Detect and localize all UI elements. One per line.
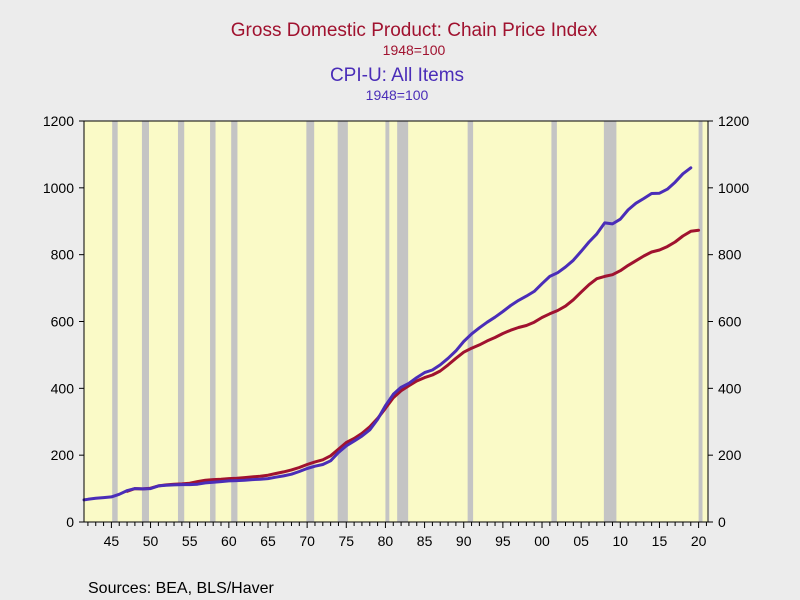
- x-tick-label: 80: [378, 533, 394, 549]
- recession-band: [337, 121, 348, 522]
- x-tick-label: 75: [338, 533, 354, 549]
- y-tick-label-right: 600: [718, 314, 742, 330]
- recession-band: [141, 121, 149, 522]
- x-tick-label: 95: [495, 533, 511, 549]
- recession-bands: [112, 121, 703, 522]
- chart-subtitle-base: 1948=100: [366, 87, 429, 103]
- chart-title: Gross Domestic Product: Chain Price Inde…: [231, 20, 598, 41]
- x-tick-label: 60: [221, 533, 237, 549]
- recession-band: [698, 121, 703, 522]
- chart-title-base: 1948=100: [383, 42, 446, 58]
- x-tick-label: 65: [260, 533, 276, 549]
- y-tick-label-left: 1200: [43, 113, 74, 129]
- y-tick-label-left: 800: [51, 247, 75, 263]
- gdp-price-index-line: [125, 228, 701, 493]
- recession-band: [603, 121, 617, 522]
- y-tick-label-right: 1000: [718, 180, 749, 196]
- x-tick-label: 15: [652, 533, 668, 549]
- x-tick-label: 05: [573, 533, 589, 549]
- recession-band: [112, 121, 118, 522]
- cpi-all-items-line: [82, 166, 693, 502]
- y-tick-label-left: 600: [51, 314, 75, 330]
- source-note: Sources: BEA, BLS/Haver: [88, 580, 275, 597]
- x-tick-label: 50: [143, 533, 159, 549]
- recession-band: [306, 121, 315, 522]
- y-tick-label-right: 400: [718, 380, 742, 396]
- y-tick-label-right: 0: [718, 514, 726, 530]
- chart-subtitle: CPI-U: All Items: [330, 65, 464, 86]
- y-tick-label-left: 1000: [43, 180, 74, 196]
- y-tick-label-left: 0: [66, 514, 74, 530]
- recession-band: [231, 121, 238, 522]
- y-tick-label-left: 400: [51, 380, 75, 396]
- x-tick-label: 20: [691, 533, 707, 549]
- y-tick-label-right: 800: [718, 247, 742, 263]
- recession-band: [467, 121, 474, 522]
- recession-band: [385, 121, 390, 522]
- y-tick-label-right: 200: [718, 447, 742, 463]
- x-tick-label: 90: [456, 533, 472, 549]
- x-tick-label: 00: [534, 533, 550, 549]
- x-tick-label: 10: [613, 533, 629, 549]
- series-lines: [82, 166, 701, 502]
- x-tick-label: 70: [299, 533, 315, 549]
- recession-band: [397, 121, 409, 522]
- recession-band: [177, 121, 185, 522]
- y-tick-label-left: 200: [51, 447, 75, 463]
- recession-band: [210, 121, 216, 522]
- x-tick-label: 85: [417, 533, 433, 549]
- recession-band: [551, 121, 557, 522]
- y-tick-label-right: 1200: [718, 113, 749, 129]
- x-tick-label: 45: [104, 533, 120, 549]
- x-tick-label: 55: [182, 533, 198, 549]
